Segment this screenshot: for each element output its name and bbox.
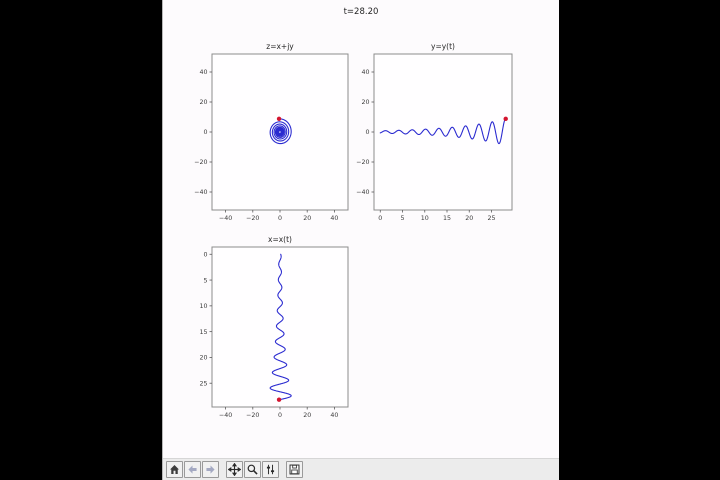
y-tick-label: 40: [199, 69, 207, 76]
configure-subplots-button[interactable]: [262, 461, 279, 478]
y-tick-label: −40: [194, 189, 207, 196]
current-point-marker: [276, 397, 282, 402]
y-tick-label: 40: [361, 69, 369, 76]
back-icon: [188, 465, 197, 474]
y-tick-label: 25: [199, 380, 207, 387]
axes-frame: [211, 53, 349, 211]
forward-button[interactable]: [202, 461, 219, 478]
y-tick-label: −20: [356, 159, 369, 166]
subplot-title: x=x(t): [268, 235, 292, 244]
x-tick-label: 40: [330, 215, 338, 222]
y-tick-label: 5: [203, 277, 207, 284]
x-tick-label: 40: [330, 412, 338, 419]
sliders-icon: [266, 464, 275, 475]
save-button[interactable]: [286, 461, 303, 478]
y-tick-label: −20: [194, 159, 207, 166]
x-tick-label: −20: [246, 412, 259, 419]
pan-icon: [228, 463, 241, 476]
y-tick-label: 0: [365, 129, 369, 136]
y-tick-label: 20: [361, 99, 369, 106]
x-tick-label: −20: [246, 215, 259, 222]
x-tick-label: −40: [219, 215, 232, 222]
x-tick-label: 20: [465, 215, 473, 222]
forward-icon: [206, 465, 215, 474]
x-tick-label: 20: [303, 412, 311, 419]
subplot-z-plane[interactable]: z=x+jy −40 −20 0 20 40 40 20 0 −20 −40: [178, 38, 362, 232]
subplot-y-of-t[interactable]: y=y(t) 0 5 10 15 20 25 40 20 0 −20 −40: [340, 38, 526, 232]
x-tick-label: 0: [278, 215, 282, 222]
y-tick-label: 10: [199, 303, 207, 310]
signal-line: [379, 118, 507, 145]
y-tick-label: 20: [199, 355, 207, 362]
axes-frame: [211, 246, 349, 408]
x-tick-label: 0: [278, 412, 282, 419]
signal-line: [269, 253, 292, 401]
y-tick-label: 20: [199, 99, 207, 106]
figure-window: t=28.20 z=x+jy −40 −20 0 20 40 40 20 0 −20 −40 y=y(…: [162, 0, 559, 480]
current-point-marker: [503, 116, 508, 122]
x-tick-label: 25: [487, 215, 495, 222]
zoom-icon: [247, 464, 258, 475]
y-tick-label: −40: [356, 189, 369, 196]
signal-line: [269, 118, 292, 145]
subplot-title: z=x+jy: [266, 42, 294, 51]
y-tick-label: 15: [199, 329, 207, 336]
zoom-button[interactable]: [244, 461, 261, 478]
x-tick-label: 5: [401, 215, 405, 222]
figure-canvas[interactable]: t=28.20 z=x+jy −40 −20 0 20 40 40 20 0 −20 −40 y=y(…: [163, 0, 559, 458]
subplot-x-of-t[interactable]: x=x(t) −40 −20 0 20 40 0 5 10 15 20 25: [178, 231, 362, 429]
home-button[interactable]: [166, 461, 183, 478]
x-tick-label: −40: [219, 412, 232, 419]
plot-toolbar: [163, 458, 559, 480]
save-icon: [289, 464, 300, 475]
y-tick-label: 0: [203, 251, 207, 258]
current-point-marker: [276, 116, 282, 122]
back-button[interactable]: [184, 461, 201, 478]
x-tick-label: 15: [443, 215, 451, 222]
x-tick-label: 20: [303, 215, 311, 222]
subplot-title: y=y(t): [431, 42, 455, 51]
home-icon: [170, 465, 179, 474]
pan-button[interactable]: [226, 461, 243, 478]
y-tick-label: 0: [203, 129, 207, 136]
x-tick-label: 0: [378, 215, 382, 222]
figure-suptitle: t=28.20: [343, 7, 379, 17]
x-tick-label: 10: [421, 215, 429, 222]
